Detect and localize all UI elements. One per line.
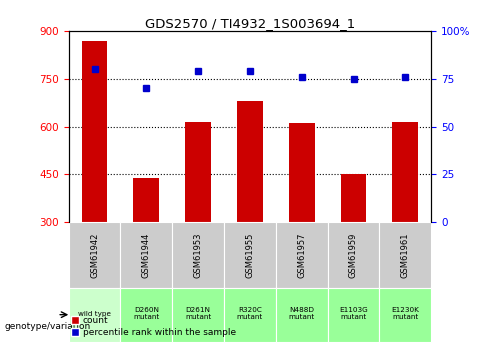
- Bar: [392, 122, 418, 222]
- Bar: [237, 101, 263, 222]
- Text: GSM61957: GSM61957: [297, 232, 306, 278]
- Bar: [289, 124, 315, 222]
- Bar: [276, 288, 328, 342]
- Text: wild type: wild type: [78, 310, 111, 317]
- Text: E1230K
mutant: E1230K mutant: [392, 307, 419, 320]
- Bar: [133, 178, 159, 222]
- Bar: [185, 122, 211, 222]
- Bar: [69, 288, 121, 342]
- Bar: [328, 288, 379, 342]
- Bar: [341, 174, 367, 222]
- Bar: [121, 288, 172, 342]
- Bar: [69, 222, 121, 288]
- Text: E1103G
mutant: E1103G mutant: [339, 307, 368, 320]
- Bar: [224, 222, 276, 288]
- Text: GSM61955: GSM61955: [245, 232, 254, 278]
- Text: GSM61953: GSM61953: [194, 232, 202, 278]
- Bar: [224, 288, 276, 342]
- Text: GSM61961: GSM61961: [401, 232, 410, 278]
- Text: D260N
mutant: D260N mutant: [133, 307, 159, 320]
- Bar: [81, 41, 107, 222]
- Bar: [328, 222, 379, 288]
- Bar: [121, 222, 172, 288]
- Text: GSM61959: GSM61959: [349, 232, 358, 278]
- Text: GSM61942: GSM61942: [90, 232, 99, 278]
- Text: genotype/variation: genotype/variation: [5, 322, 91, 331]
- Bar: [172, 288, 224, 342]
- Bar: [172, 222, 224, 288]
- Text: D261N
mutant: D261N mutant: [185, 307, 211, 320]
- Title: GDS2570 / TI4932_1S003694_1: GDS2570 / TI4932_1S003694_1: [145, 17, 355, 30]
- Text: R320C
mutant: R320C mutant: [237, 307, 263, 320]
- Legend: count, percentile rank within the sample: count, percentile rank within the sample: [68, 313, 240, 341]
- Bar: [379, 222, 431, 288]
- Bar: [276, 222, 328, 288]
- Text: GSM61944: GSM61944: [142, 232, 151, 278]
- Text: N488D
mutant: N488D mutant: [289, 307, 315, 320]
- Bar: [379, 288, 431, 342]
